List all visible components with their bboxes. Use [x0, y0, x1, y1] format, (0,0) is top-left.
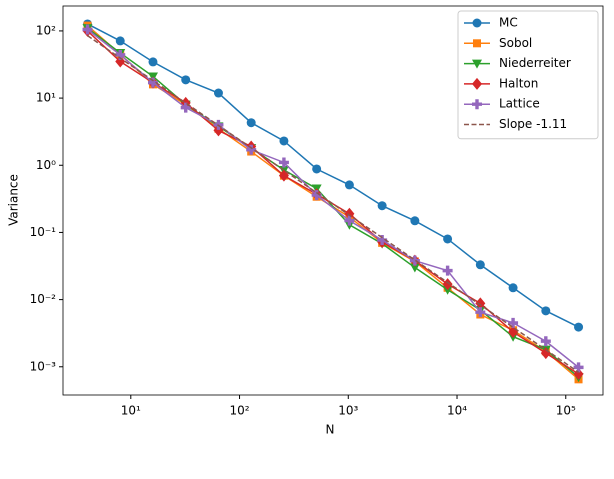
x-tick-label: 10⁵ [556, 404, 576, 418]
data-point [541, 306, 551, 316]
legend-box [457, 10, 599, 140]
data-point [213, 88, 223, 98]
data-point [246, 118, 256, 128]
legend-marker [472, 18, 482, 28]
data-point [115, 49, 126, 60]
data-point [344, 207, 355, 220]
data-point [278, 157, 289, 168]
legend-label: MC [499, 16, 518, 30]
y-tick-label: 10⁰ [36, 158, 56, 172]
data-point [409, 263, 420, 273]
data-point [344, 215, 355, 226]
legend-marker [472, 99, 482, 110]
data-point [475, 260, 485, 270]
legend-marker [473, 39, 481, 48]
series-line [87, 23, 579, 328]
data-point [508, 283, 518, 293]
series-line [87, 35, 579, 373]
data-point [410, 216, 420, 226]
legend-label: Niederreiter [499, 56, 571, 70]
x-tick-label: 10² [229, 404, 249, 418]
y-tick-label: 10⁻³ [30, 359, 57, 373]
legend-label: Sobol [499, 36, 532, 50]
data-point [147, 77, 158, 88]
data-point [540, 336, 551, 347]
y-tick-label: 10¹ [36, 91, 56, 105]
plot-frame [62, 5, 604, 396]
data-point [377, 201, 387, 211]
data-point [344, 180, 354, 190]
data-point [574, 322, 584, 332]
legend-marker [472, 59, 482, 69]
data-point [312, 164, 322, 174]
data-point [442, 265, 453, 276]
legend-label: Lattice [499, 97, 540, 111]
data-point [442, 278, 453, 291]
legend-marker [472, 77, 482, 90]
data-point [82, 24, 93, 35]
data-point [377, 235, 388, 246]
data-point [246, 144, 257, 155]
x-axis-label: N [326, 423, 335, 437]
x-tick-label: 10¹ [121, 404, 141, 418]
y-tick-label: 10⁻¹ [30, 225, 57, 239]
data-point [573, 362, 584, 373]
data-point [475, 297, 486, 310]
data-point [115, 55, 126, 68]
data-point [475, 307, 486, 318]
data-point [443, 234, 453, 244]
data-point [181, 75, 191, 85]
legend-label: Halton [499, 76, 538, 90]
y-tick-label: 10⁻² [30, 292, 57, 306]
series-line [87, 28, 580, 368]
data-point [180, 102, 191, 113]
series-line [87, 27, 580, 378]
y-axis-label: Variance [7, 174, 21, 226]
data-point [508, 317, 519, 328]
x-tick-label: 10³ [338, 404, 358, 418]
data-point [148, 57, 158, 67]
data-point [409, 255, 420, 266]
data-point [279, 136, 289, 146]
data-point [540, 347, 551, 360]
data-point [311, 190, 322, 201]
data-point [115, 36, 125, 46]
legend-label: Slope -1.11 [499, 117, 567, 131]
data-point [442, 285, 453, 295]
x-tick-label: 10⁴ [447, 404, 467, 418]
y-tick-label: 10² [36, 23, 56, 37]
